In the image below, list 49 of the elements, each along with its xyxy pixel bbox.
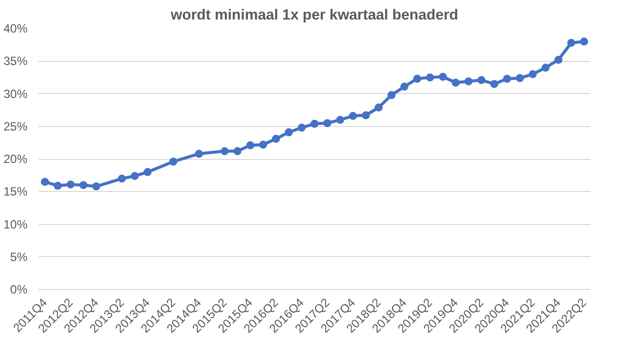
y-tick-label: 30%	[3, 86, 28, 101]
point	[118, 174, 126, 183]
y-tick-label: 10%	[3, 217, 28, 232]
point	[567, 38, 576, 47]
point	[54, 182, 62, 190]
point	[542, 64, 550, 72]
point	[349, 112, 358, 120]
point	[336, 116, 344, 124]
point	[400, 82, 408, 91]
point	[452, 78, 460, 87]
point	[259, 140, 268, 149]
y-tick-label: 35%	[3, 54, 28, 68]
point	[220, 147, 229, 156]
point	[528, 70, 537, 78]
y-tick-label: 40%	[3, 22, 28, 36]
point	[503, 74, 512, 83]
y-tick-label: 0%	[10, 282, 28, 296]
point	[246, 141, 254, 150]
point	[40, 178, 49, 186]
point	[92, 182, 100, 190]
point	[233, 147, 242, 156]
point	[580, 38, 588, 46]
point	[388, 91, 396, 100]
point	[144, 168, 152, 176]
point	[310, 120, 318, 128]
point	[130, 172, 139, 180]
point	[554, 56, 562, 64]
point	[298, 124, 306, 132]
y-tick-label: 25%	[3, 119, 28, 134]
point	[490, 80, 498, 88]
point	[272, 134, 280, 143]
point	[413, 74, 422, 83]
point	[169, 158, 178, 166]
chart-title: wordt minimaal 1x per kwartaal benaderd	[170, 8, 458, 24]
point	[438, 72, 447, 81]
point	[66, 180, 75, 188]
y-tick-label: 15%	[3, 184, 28, 199]
point	[323, 119, 332, 128]
y-tick-label: 20%	[3, 152, 28, 166]
point	[464, 77, 473, 86]
point	[477, 76, 486, 84]
point	[194, 150, 203, 158]
point	[374, 103, 383, 112]
point	[426, 73, 434, 82]
point	[284, 128, 293, 136]
point	[362, 111, 370, 120]
point	[79, 181, 88, 190]
point	[516, 74, 524, 82]
y-tick-label: 5%	[10, 250, 28, 264]
